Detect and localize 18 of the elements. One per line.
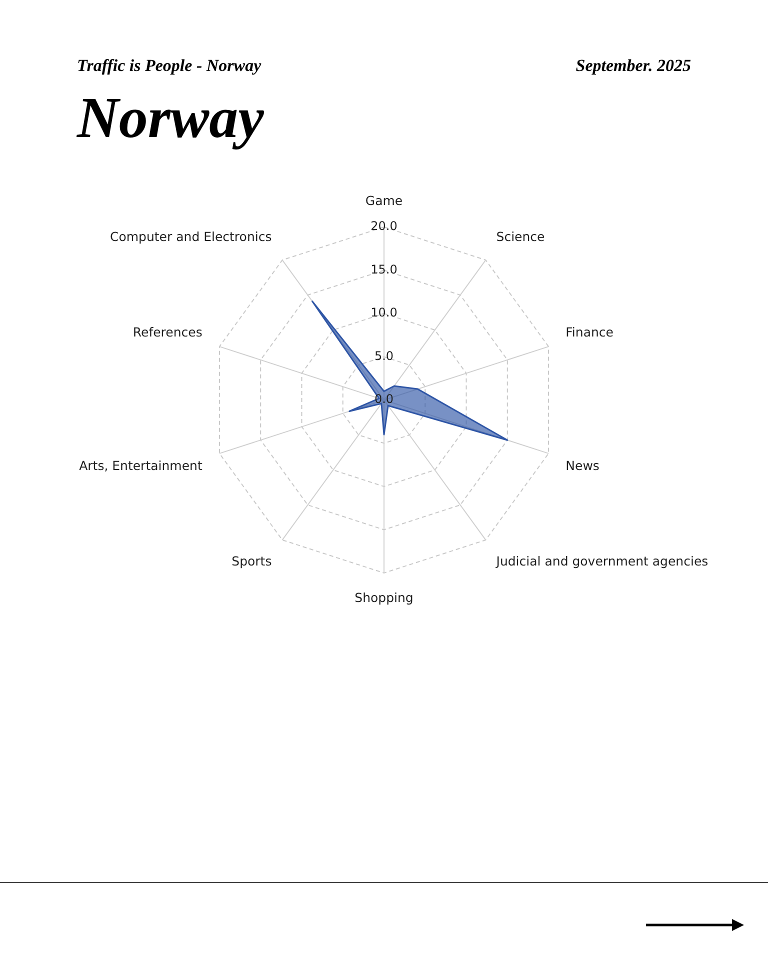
spoke-label: News: [566, 458, 600, 473]
y-tick-label: 10.0: [370, 306, 398, 320]
spoke-label: Arts, Entertainment: [79, 458, 202, 473]
y-tick-label: 20.0: [370, 219, 398, 234]
spoke-label: Judicial and government agencies: [495, 553, 708, 568]
spoke-label: References: [132, 324, 202, 340]
spoke-label: Shopping: [354, 590, 414, 605]
text: September. 2025: [576, 56, 691, 76]
spoke-label: Game: [365, 192, 403, 208]
y-tick-label: 5.0: [374, 348, 394, 363]
chart-title: Norway: [77, 84, 264, 151]
y-tick-label: 15.0: [370, 262, 398, 276]
y-tick-label: 0.0: [374, 392, 394, 406]
spoke-label: Sports: [232, 553, 272, 568]
spoke-label: Finance: [566, 324, 614, 340]
spoke-label: Science: [496, 229, 546, 244]
spoke-label: Computer and Electronics: [110, 229, 272, 244]
chart-subtitle: Traffic is People - Norway: [77, 56, 262, 76]
